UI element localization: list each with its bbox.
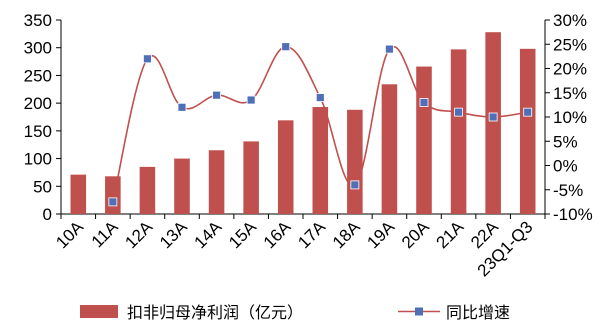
x-tick-label: 18A bbox=[329, 217, 364, 252]
y-right-tick-label: 25% bbox=[553, 35, 587, 54]
axes: 0 50 100 150 200 250 300 350 -10% -5% 0% 5% 10% 15% 20… bbox=[24, 11, 593, 280]
x-tick-label: 16A bbox=[260, 217, 295, 252]
bar bbox=[70, 174, 87, 214]
bar bbox=[450, 49, 467, 215]
bar bbox=[381, 84, 398, 214]
growth-point bbox=[523, 107, 533, 117]
y-right-tick-label: 5% bbox=[553, 132, 578, 151]
bar bbox=[277, 120, 294, 214]
growth-point bbox=[488, 112, 498, 122]
y-left-tick-label: 250 bbox=[24, 66, 52, 85]
y-left-tick-label: 50 bbox=[33, 177, 52, 196]
bar bbox=[105, 176, 121, 214]
legend-bar-swatch bbox=[80, 305, 118, 318]
y-right-tick-label: 10% bbox=[553, 108, 587, 127]
y-left-tick-label: 200 bbox=[24, 94, 52, 113]
growth-point bbox=[419, 98, 429, 107]
growth-point bbox=[212, 90, 221, 100]
y-left-tick-label: 100 bbox=[24, 150, 52, 169]
growth-point bbox=[246, 95, 256, 105]
legend-bar-label: 扣非归母净利润（亿元） bbox=[127, 303, 303, 322]
y-right-tick-label: 15% bbox=[553, 84, 587, 103]
y-right-tick-label: -5% bbox=[553, 181, 583, 200]
y-left-tick-label: 150 bbox=[24, 122, 52, 141]
growth-point bbox=[281, 42, 291, 52]
growth-point bbox=[454, 107, 463, 117]
legend: 扣非归母净利润（亿元） 同比增速 bbox=[80, 303, 510, 322]
x-tick-label: 17A bbox=[294, 217, 329, 252]
bar bbox=[416, 66, 432, 214]
x-tick-label: 13A bbox=[156, 217, 191, 252]
growth-point bbox=[350, 180, 360, 190]
bar bbox=[139, 166, 156, 214]
y-right-tick-label: 30% bbox=[553, 11, 587, 30]
line-series bbox=[108, 42, 533, 207]
y-left-tick-label: 300 bbox=[24, 39, 52, 58]
x-tick-label: 12A bbox=[121, 217, 156, 252]
x-tick-label: 11A bbox=[88, 217, 122, 251]
x-tick-label: 19A bbox=[363, 217, 398, 252]
growth-point bbox=[385, 44, 394, 54]
x-tick-label: 10A bbox=[52, 217, 87, 252]
bar bbox=[312, 107, 329, 214]
x-tick-label: 20A bbox=[398, 217, 433, 252]
bar bbox=[208, 150, 225, 214]
legend-line-marker bbox=[415, 307, 423, 316]
y-left-tick-label: 350 bbox=[24, 11, 52, 30]
x-tick-label: 21A bbox=[433, 217, 468, 252]
y-right-tick-label: 0% bbox=[553, 157, 578, 176]
bar bbox=[519, 48, 536, 214]
x-tick-label: 14A bbox=[191, 217, 226, 252]
bar bbox=[485, 32, 501, 214]
legend-line-label: 同比增速 bbox=[446, 303, 510, 322]
y-right-tick-label: 20% bbox=[553, 60, 587, 79]
growth-point bbox=[108, 197, 118, 207]
growth-point bbox=[143, 54, 152, 64]
growth-point bbox=[177, 102, 187, 112]
y-right-tick-label: -10% bbox=[553, 205, 593, 224]
y-left-tick-label: 0 bbox=[43, 205, 52, 224]
growth-point bbox=[315, 93, 325, 102]
bar bbox=[174, 158, 190, 214]
bar bbox=[243, 141, 259, 214]
bar bbox=[347, 109, 363, 214]
x-tick-label: 15A bbox=[225, 217, 260, 252]
bar-series bbox=[70, 32, 536, 215]
